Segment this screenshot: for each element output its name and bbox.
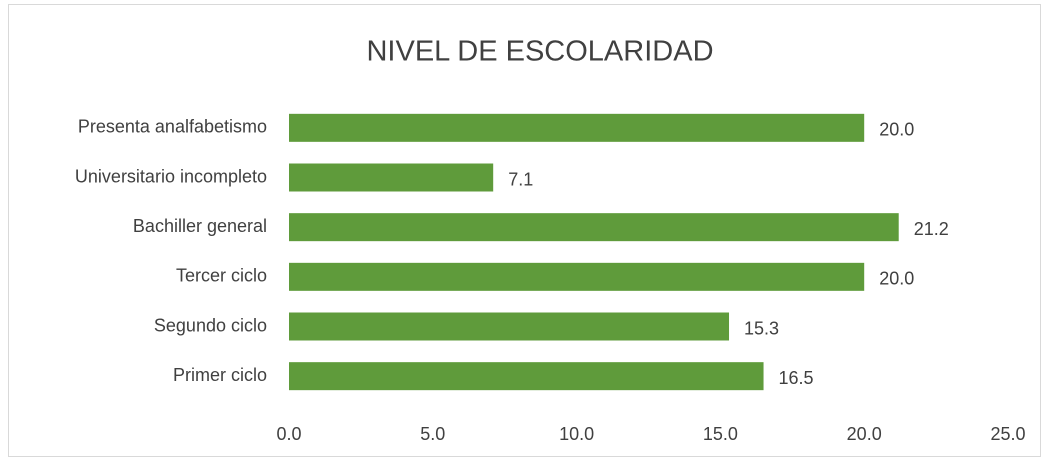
y-tick-label: Tercer ciclo bbox=[176, 266, 267, 286]
y-tick-label: Segundo ciclo bbox=[154, 315, 267, 335]
x-tick-label: 5.0 bbox=[420, 424, 445, 444]
y-tick-label: Primer ciclo bbox=[173, 365, 267, 385]
x-tick-label: 0.0 bbox=[276, 424, 301, 444]
bar bbox=[289, 213, 899, 242]
bar bbox=[289, 113, 865, 142]
bar bbox=[289, 362, 764, 391]
data-label: 20.0 bbox=[879, 269, 914, 289]
x-tick-label: 15.0 bbox=[703, 424, 738, 444]
y-tick-label: Presenta analfabetismo bbox=[78, 117, 267, 137]
data-label: 20.0 bbox=[879, 120, 914, 140]
x-tick-label: 10.0 bbox=[559, 424, 594, 444]
data-label: 15.3 bbox=[744, 318, 779, 338]
bar bbox=[289, 312, 730, 341]
x-tick-label: 20.0 bbox=[847, 424, 882, 444]
chart-title: NIVEL DE ESCOLARIDAD bbox=[366, 36, 713, 68]
bar bbox=[289, 163, 494, 192]
y-tick-label: Bachiller general bbox=[133, 216, 267, 236]
bar bbox=[289, 262, 865, 291]
data-label: 16.5 bbox=[779, 368, 814, 388]
data-label: 7.1 bbox=[508, 169, 533, 189]
y-tick-label: Universitario incompleto bbox=[75, 166, 267, 186]
data-label: 21.2 bbox=[914, 219, 949, 239]
x-tick-label: 25.0 bbox=[990, 424, 1025, 444]
